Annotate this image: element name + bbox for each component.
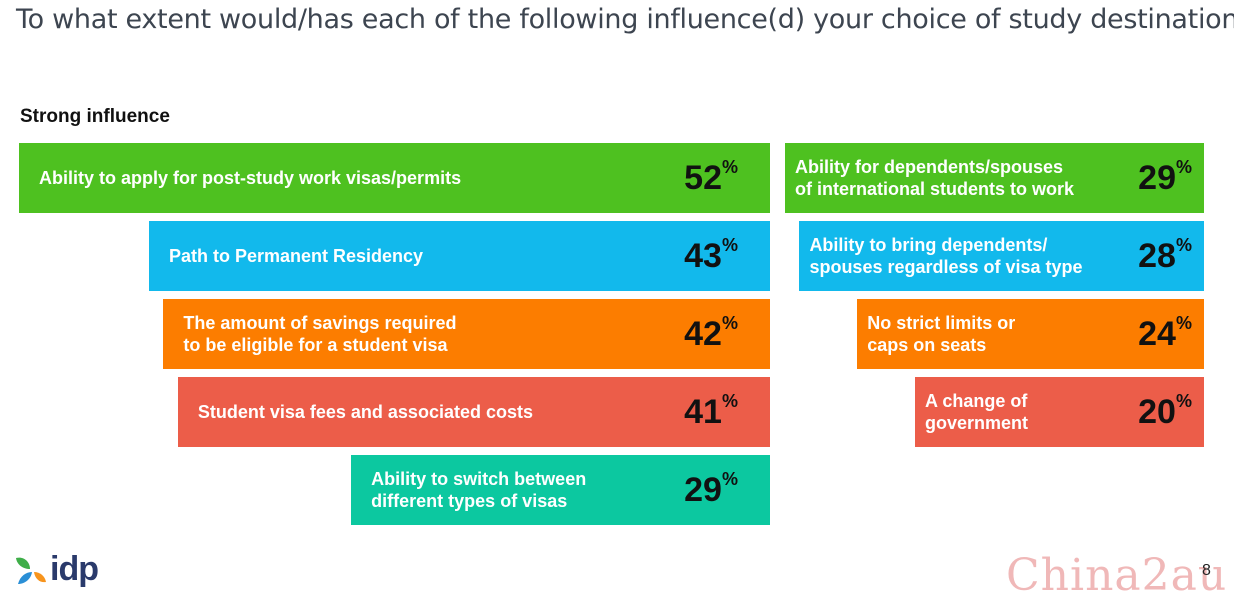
bar-label: Path to Permanent Residency <box>168 246 424 266</box>
bar-label: Ability to bring dependents/ spouses reg… <box>809 235 1083 277</box>
bar-label: The amount of savings required to be eli… <box>183 313 457 355</box>
bar-label: Student visa fees and associated costs <box>197 402 533 422</box>
bar-value-unit: % <box>721 468 738 489</box>
bar-value-number: 42 <box>684 314 722 353</box>
logo-wordmark: idp <box>50 550 99 588</box>
bar-value: 52% <box>684 156 738 198</box>
bar-right-2: Ability to bring dependents/ spouses reg… <box>799 221 1204 291</box>
bar-value-unit: % <box>1175 312 1192 333</box>
bar-value-number: 52 <box>684 158 722 197</box>
bar-label: Ability for dependents/spouses of intern… <box>795 157 1075 199</box>
bar-left-4: Student visa fees and associated costs 41… <box>177 377 770 447</box>
bar-left-3: The amount of savings required to be eli… <box>163 299 770 369</box>
bar-left-5: Ability to switch between different type… <box>351 455 770 525</box>
idp-logo-icon <box>16 557 46 584</box>
bar-value: 41% <box>684 390 738 432</box>
bar-label: Ability to switch between different type… <box>371 469 587 511</box>
page-title: To what extent would/has each of the fol… <box>16 4 1234 35</box>
bar-value-number: 29 <box>684 470 722 509</box>
bar-value: 42% <box>684 312 738 354</box>
watermark: China2au <box>1006 550 1228 601</box>
bar-label: Ability to apply for post-study work vis… <box>39 168 462 188</box>
bar-value: 29% <box>684 468 738 510</box>
bar-value-unit: % <box>1175 234 1192 255</box>
bar-value: 24% <box>1138 312 1192 354</box>
bar-right-4: A change of government 20% <box>915 377 1204 447</box>
bar-label: No strict limits or caps on seats <box>867 313 1016 355</box>
bar-value-unit: % <box>721 234 738 255</box>
bar-value: 29% <box>1138 156 1192 198</box>
bar-value-unit: % <box>1175 390 1192 411</box>
bar-value-unit: % <box>721 390 738 411</box>
chart-subtitle: Strong influence <box>20 106 170 127</box>
idp-logo: idp <box>14 550 99 589</box>
bar-value-number: 28 <box>1138 236 1176 275</box>
bar-value-number: 20 <box>1138 392 1176 431</box>
bar-value-unit: % <box>721 156 738 177</box>
bar-value-unit: % <box>1175 156 1192 177</box>
bar-value: 43% <box>684 234 738 276</box>
bar-right-1: Ability for dependents/spouses of intern… <box>785 143 1204 213</box>
bar-value-number: 41 <box>684 392 722 431</box>
bar-value-number: 29 <box>1138 158 1176 197</box>
bar-value-unit: % <box>721 312 738 333</box>
bar-left-2: Path to Permanent Residency 43% <box>148 221 770 291</box>
bar-value-number: 43 <box>684 236 722 275</box>
page-number: 8 <box>1202 562 1211 579</box>
bar-value-number: 24 <box>1138 314 1176 353</box>
bar-right-3: No strict limits or caps on seats 24% <box>857 299 1204 369</box>
bar-left-1: Ability to apply for post-study work vis… <box>19 143 770 213</box>
bar-value: 20% <box>1138 390 1192 432</box>
bar-label: A change of government <box>925 391 1029 433</box>
bar-value: 28% <box>1138 234 1192 276</box>
